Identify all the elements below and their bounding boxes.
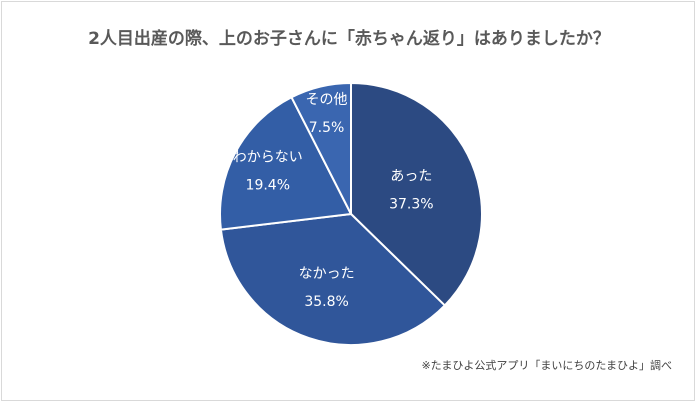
chart-title: 2人目出産の際、上のお子さんに「赤ちゃん返り」はありましたか？ — [88, 29, 610, 49]
pie-slice-3 — [290, 81, 352, 215]
slice-value-label: 7.5% — [309, 120, 345, 136]
slice-value-label: 19.4% — [246, 178, 290, 194]
pie-slice-0 — [350, 81, 483, 307]
slice-value-label: 35.8% — [304, 294, 348, 310]
pie-slice-2 — [219, 95, 353, 231]
slice-label: その他 — [306, 92, 348, 108]
slice-label: わからない — [233, 150, 303, 166]
slice-value-label: 37.3% — [389, 197, 433, 213]
slice-label: あった — [390, 169, 432, 185]
source-note: ※たまひよ公式アプリ「まいにちのたまひよ」調べ — [421, 359, 672, 372]
pie-slice-1 — [219, 212, 447, 347]
slice-label: なかった — [299, 266, 355, 282]
